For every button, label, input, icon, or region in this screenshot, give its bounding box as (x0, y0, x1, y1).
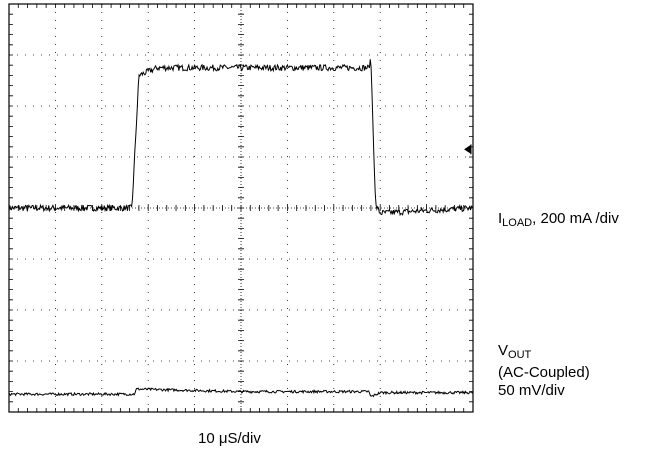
trigger-arrow-icon (464, 144, 472, 155)
timebase-label: 10 μS/div (198, 430, 261, 447)
vout-label: VOUT (AC-Coupled) 50 mV/div (498, 342, 590, 399)
trace-out (8, 387, 474, 398)
iload-label: ILOAD, 200 mA /div (498, 210, 619, 229)
minor-ticks-horizontal (17, 4, 465, 412)
oscilloscope-screen (8, 3, 474, 413)
minor-ticks-vertical (9, 13, 473, 403)
trace-load (8, 59, 474, 217)
